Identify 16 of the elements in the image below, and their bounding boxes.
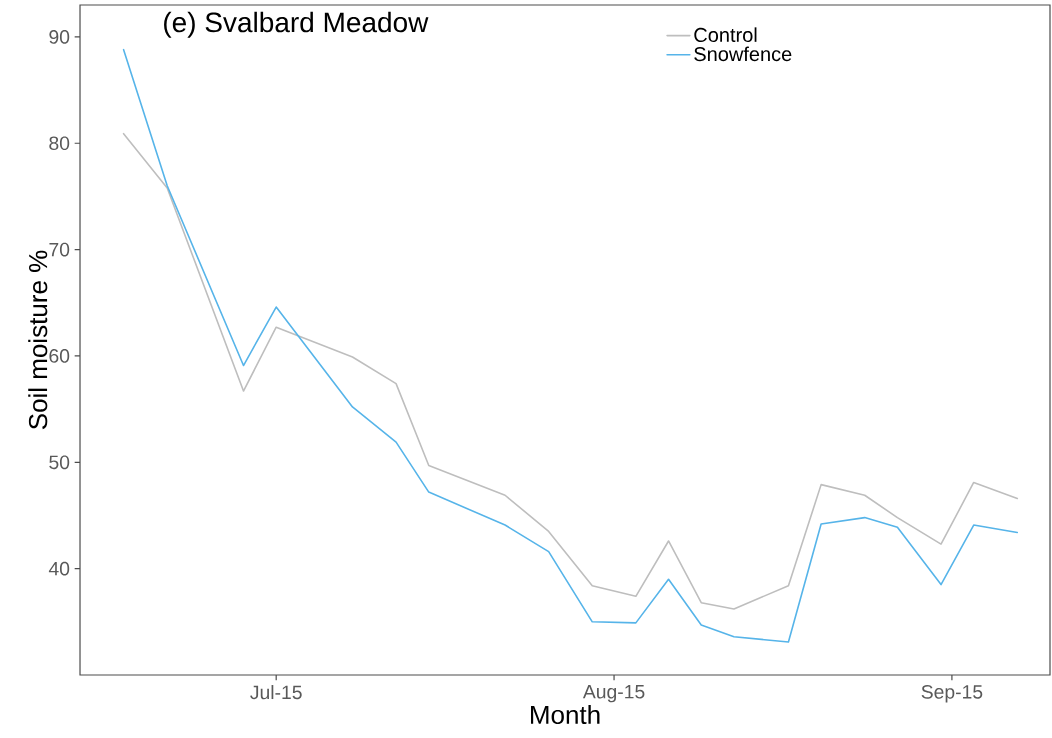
y-axis-title: Soil moisture %	[28, 250, 48, 430]
legend-label: Control	[694, 27, 757, 43]
x-tick-label: Sep-15	[921, 685, 983, 703]
y-tick-label: 50	[49, 455, 70, 470]
y-tick-label: 70	[49, 242, 70, 257]
y-tick-label: 90	[49, 30, 70, 44]
x-axis-title: Month	[531, 705, 600, 725]
x-tick-label: Jul-15	[250, 685, 302, 700]
chart-title: (e) Svalbard Meadow	[164, 11, 429, 38]
x-tick-label: Aug-15	[582, 685, 645, 703]
line-series	[122, 48, 1019, 643]
y-tick-label: 60	[49, 349, 70, 363]
y-tick-label: 80	[49, 136, 70, 151]
line-series	[122, 132, 1019, 610]
y-tick-label: 40	[48, 561, 70, 576]
legend-label: Snowfence	[694, 46, 792, 62]
